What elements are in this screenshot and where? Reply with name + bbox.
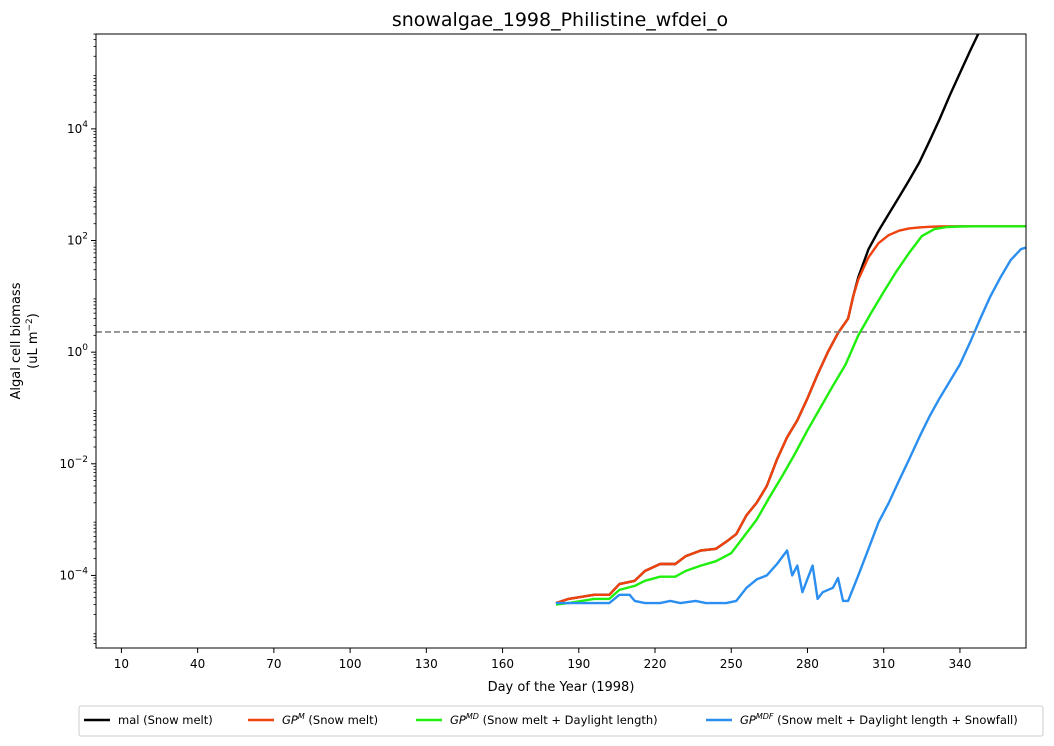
series-line bbox=[555, 225, 1026, 606]
legend-frame bbox=[78, 705, 1044, 737]
y-tick-label: 10−2 bbox=[59, 455, 88, 471]
legend-entry-label: mal (Snow melt) bbox=[118, 713, 213, 727]
x-axis: 10 40 70 100 130 160 190 220 250 280 310 340 bbox=[114, 648, 971, 671]
y-tick-label: 102 bbox=[67, 232, 88, 248]
y-axis-title-line1: Algal cell biomass bbox=[9, 282, 24, 399]
x-tick-label: 250 bbox=[720, 657, 743, 671]
y-tick-label: 100 bbox=[67, 343, 88, 359]
legend-entry-label: GPMD (Snow melt + Daylight length) bbox=[450, 712, 658, 727]
x-tick-label: 280 bbox=[796, 657, 819, 671]
x-tick-label: 340 bbox=[948, 657, 971, 671]
x-tick-label: 220 bbox=[644, 657, 667, 671]
plot-frame bbox=[95, 33, 1027, 649]
y-axis-title: Algal cell biomass (uL m−2) bbox=[9, 282, 41, 399]
x-axis-title: Day of the Year (1998) bbox=[488, 680, 635, 695]
series-line bbox=[555, 225, 1026, 605]
legend-entry-label: GPMDF (Snow melt + Daylight length + Sno… bbox=[740, 712, 1018, 727]
x-tick-label: 70 bbox=[266, 657, 281, 671]
x-tick-label: 40 bbox=[190, 657, 205, 671]
x-tick-label: 160 bbox=[491, 657, 514, 671]
plot-area bbox=[95, 33, 1027, 649]
legend: mal (Snow melt) GPM (Snow melt) GPMD (Snow… bbox=[78, 705, 1044, 737]
x-tick-label: 10 bbox=[114, 657, 129, 671]
x-tick-label: 100 bbox=[339, 657, 362, 671]
legend-entry-label: GPM (Snow melt) bbox=[282, 712, 378, 727]
y-tick-label: 10−4 bbox=[59, 566, 88, 582]
y-axis-title-line2: (uL m−2) bbox=[25, 313, 41, 369]
x-tick-label: 130 bbox=[415, 657, 438, 671]
chart-title: snowalgae_1998_Philistine_wfdei_o bbox=[392, 9, 728, 31]
x-tick-label: 310 bbox=[872, 657, 895, 671]
x-tick-label: 190 bbox=[567, 657, 590, 671]
y-tick-label: 104 bbox=[67, 120, 88, 136]
series-line bbox=[555, 246, 1026, 605]
y-axis: 10−4 10−2 100 102 104 bbox=[59, 33, 96, 645]
